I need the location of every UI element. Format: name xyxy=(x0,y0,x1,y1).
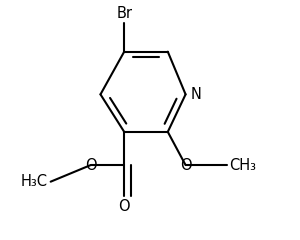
Text: CH₃: CH₃ xyxy=(229,158,256,173)
Text: O: O xyxy=(85,158,97,173)
Text: N: N xyxy=(190,87,201,102)
Text: Br: Br xyxy=(116,6,132,21)
Text: O: O xyxy=(180,158,191,173)
Text: H₃C: H₃C xyxy=(21,174,48,189)
Text: O: O xyxy=(118,199,130,214)
